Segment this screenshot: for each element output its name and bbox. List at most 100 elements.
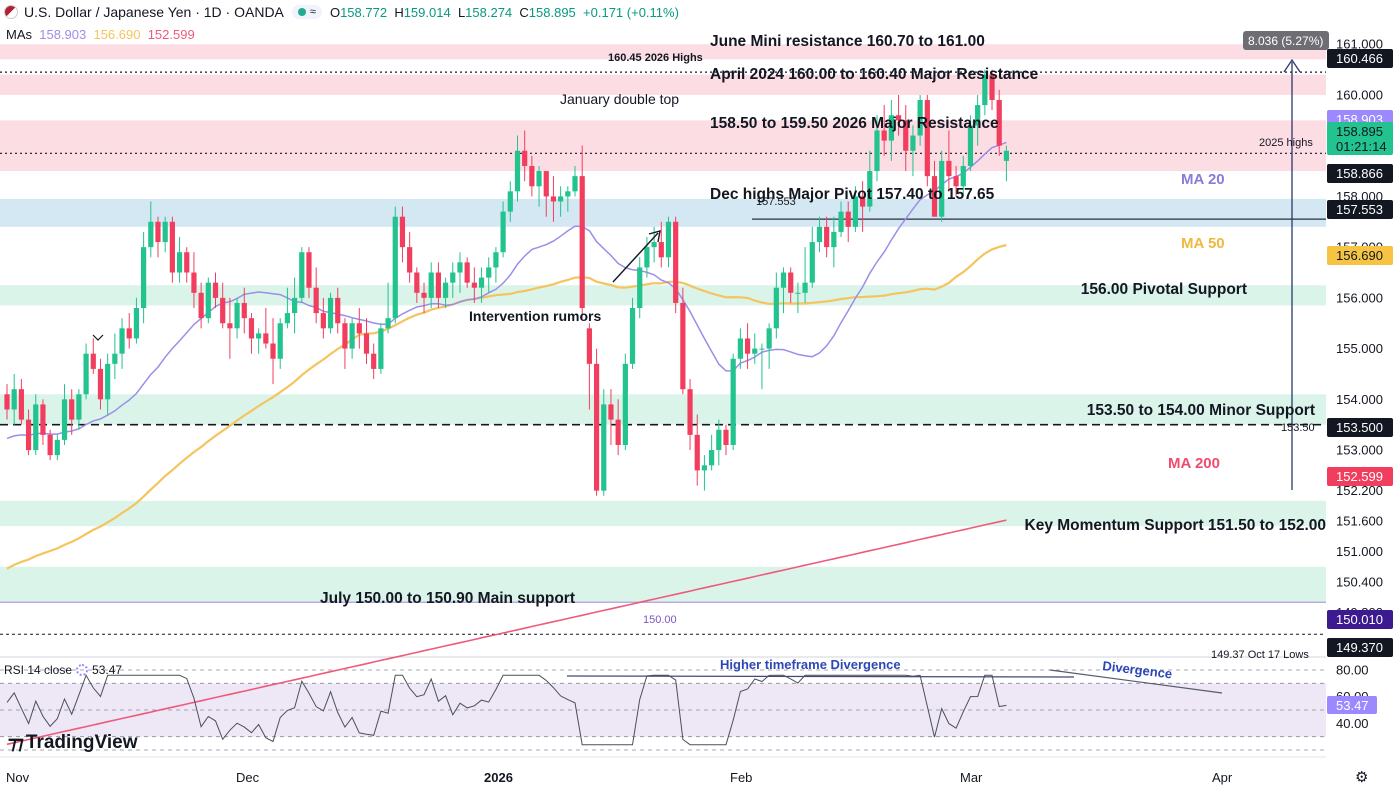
tradingview-logo-icon: ⁊⁊ xyxy=(8,732,24,753)
brand-name: TradingView xyxy=(25,732,138,753)
price-tag-8 xyxy=(1327,610,1393,629)
candle-body xyxy=(709,450,715,466)
level-label-150: 150.00 xyxy=(643,614,677,626)
rsi-value-tag-text: 53.47 xyxy=(1336,698,1369,713)
candle-body xyxy=(486,267,492,278)
y-tick-label: 150.400 xyxy=(1336,574,1383,589)
candle-body xyxy=(867,171,873,207)
candle-body xyxy=(809,242,815,283)
candle-body xyxy=(572,176,578,192)
rsi-value-tag xyxy=(1327,696,1377,714)
candle-body xyxy=(802,282,808,293)
countdown-text: 01:21:14 xyxy=(1336,139,1387,154)
candle-body xyxy=(450,272,456,283)
range-tag xyxy=(1243,31,1329,50)
candle-body xyxy=(816,226,823,243)
candle-body xyxy=(622,363,628,445)
annotation-ma200: MA 200 xyxy=(1168,455,1220,472)
candle-body xyxy=(673,221,679,303)
candle-body xyxy=(141,247,147,309)
candle-body xyxy=(191,272,197,293)
ma-legend[interactable]: MAs 158.903 156.690 152.599 xyxy=(6,27,195,42)
rsi-line xyxy=(6,674,1007,746)
candle-body xyxy=(788,272,794,293)
candle-body xyxy=(90,353,96,369)
candle-body xyxy=(507,191,513,212)
price-tag-7 xyxy=(1327,467,1393,486)
candle-body xyxy=(946,160,952,177)
zone-band-3 xyxy=(0,198,1326,227)
candle-body xyxy=(780,272,787,288)
candle-body xyxy=(227,323,233,329)
candle-body xyxy=(924,100,930,177)
candle-body xyxy=(4,394,10,410)
candle-body xyxy=(665,221,672,258)
candle-body xyxy=(428,272,434,298)
candle-body xyxy=(874,130,880,172)
symbol-title[interactable]: U.S. Dollar / Japanese Yen · 1D · OANDA xyxy=(24,4,284,20)
rsi-legend[interactable]: RSI 14 close 53.47 xyxy=(4,663,122,677)
candle-body xyxy=(975,105,981,126)
candle-body xyxy=(148,221,154,248)
candle-body xyxy=(967,125,974,166)
candle-body xyxy=(888,115,894,141)
candle-body xyxy=(385,318,391,329)
candle-body xyxy=(97,368,104,400)
candle-body xyxy=(284,313,291,324)
candle-body xyxy=(292,297,298,314)
candle-body xyxy=(522,150,528,166)
price-tag-5 xyxy=(1327,246,1393,265)
level-label-oct17-lows: 149.37 Oct 17 Lows xyxy=(1211,649,1309,661)
level-label-15350: 153.50 xyxy=(1281,422,1315,434)
open-value: 158.772 xyxy=(340,4,388,20)
candle-body xyxy=(392,216,398,319)
candle-body xyxy=(644,247,650,268)
candle-body xyxy=(18,389,24,420)
x-tick-label: Apr xyxy=(1212,770,1233,785)
annotation-higher-timeframe-divergence: Higher timeframe Divergence xyxy=(720,657,901,672)
price-tag-text-4: 157.553 xyxy=(1336,202,1383,217)
market-status-pill[interactable]: ≈ xyxy=(291,5,322,19)
candle-body xyxy=(996,100,1002,146)
candle-body xyxy=(651,242,657,248)
y-tick-label: 154.000 xyxy=(1336,392,1383,407)
candle-body xyxy=(306,252,312,288)
level-label-2025-highs: 2025 highs xyxy=(1259,137,1313,149)
candle-body xyxy=(112,353,118,364)
candle-body xyxy=(457,262,463,273)
candle-body xyxy=(313,287,319,314)
candle-body xyxy=(11,389,17,410)
candle-body xyxy=(407,247,413,273)
zone-label-6: Key Momentum Support 151.50 to 152.00 xyxy=(1025,517,1326,534)
candle-body xyxy=(831,231,837,248)
ma50-legend-value: 156.690 xyxy=(93,27,141,42)
y-tick-label: 160.000 xyxy=(1336,87,1383,102)
candle-body xyxy=(162,221,168,243)
ohlc-readout: O158.772 H159.014 L158.274 C158.895 +0.1… xyxy=(329,4,679,20)
candle-body xyxy=(989,74,995,101)
settings-gear-icon[interactable]: ⚙ xyxy=(1355,769,1369,786)
candle-body xyxy=(939,160,945,217)
candle-body xyxy=(694,434,700,471)
ma200-legend-value: 152.599 xyxy=(147,27,195,42)
price-tag-text-9: 149.370 xyxy=(1336,640,1383,655)
price-tag-text-6: 153.500 xyxy=(1336,420,1383,435)
candle-body xyxy=(184,252,190,273)
candle-body xyxy=(795,292,801,294)
candle-body xyxy=(169,221,175,273)
candle-body xyxy=(464,262,470,283)
price-tag-text-7: 152.599 xyxy=(1336,469,1383,484)
candle-body xyxy=(658,242,664,258)
candle-body xyxy=(220,297,226,324)
price-tag-4 xyxy=(1327,200,1393,219)
candle-body xyxy=(277,323,283,359)
price-tag-text-3: 158.866 xyxy=(1336,166,1383,181)
divergence-line-price xyxy=(1049,669,1223,694)
candle-body xyxy=(845,211,851,227)
candle-body xyxy=(701,465,708,471)
candle-body xyxy=(716,429,722,451)
fractal-marker-icon xyxy=(92,334,104,341)
zone-band-0 xyxy=(0,44,1326,60)
candle-body xyxy=(349,323,355,349)
